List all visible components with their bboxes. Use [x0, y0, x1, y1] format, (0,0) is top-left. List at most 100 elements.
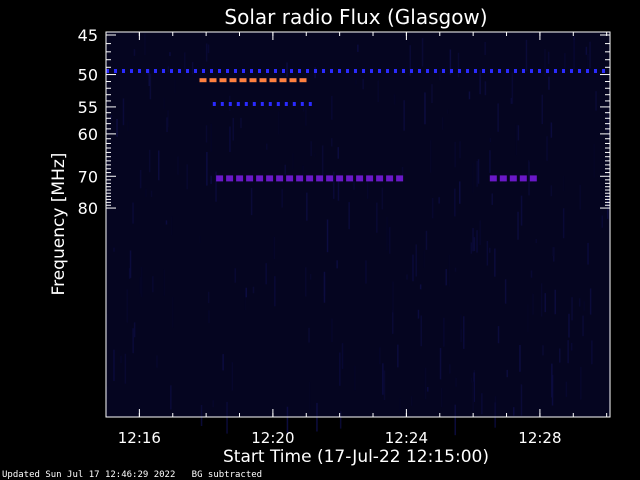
- noise-streak: [412, 254, 414, 282]
- noise-streak: [473, 372, 475, 402]
- emission-mark: [386, 175, 394, 182]
- noise-streak: [497, 326, 500, 344]
- noise-streak: [205, 125, 208, 143]
- emission-mark: [258, 69, 261, 73]
- noise-streak: [274, 276, 276, 307]
- noise-streak: [562, 208, 565, 239]
- noise-streak: [562, 176, 565, 192]
- processing-mode: BG subtracted: [191, 470, 263, 480]
- emission-mark: [519, 175, 527, 182]
- noise-streak: [589, 41, 591, 69]
- noise-streak: [454, 267, 457, 272]
- noise-streak: [421, 38, 424, 67]
- emission-mark: [242, 69, 245, 73]
- noise-streak: [222, 354, 224, 371]
- noise-streak: [215, 171, 217, 202]
- emission-mark: [442, 69, 445, 73]
- noise-streak: [494, 402, 496, 428]
- noise-streak: [281, 188, 283, 208]
- emission-mark: [338, 69, 341, 73]
- noise-streak: [554, 289, 556, 315]
- noise-streak: [170, 216, 173, 236]
- emission-mark: [562, 69, 565, 73]
- noise-streak: [341, 343, 344, 369]
- emission-mark: [402, 69, 405, 73]
- emission-mark: [218, 69, 221, 73]
- noise-streak: [470, 377, 473, 383]
- noise-streak: [163, 98, 165, 110]
- noise-streak: [606, 111, 609, 135]
- noise-streak: [337, 147, 339, 159]
- noise-streak: [443, 317, 445, 347]
- noise-streak: [381, 187, 384, 210]
- noise-streak: [184, 52, 186, 71]
- emission-mark: [490, 69, 493, 73]
- noise-streak: [163, 269, 166, 296]
- emission-mark: [236, 175, 244, 182]
- noise-streak: [540, 283, 543, 317]
- emission-mark: [482, 69, 485, 73]
- emission-mark: [202, 69, 205, 73]
- noise-streak: [158, 150, 160, 181]
- noise-streak: [481, 393, 483, 415]
- noise-streak: [568, 313, 570, 338]
- noise-streak: [530, 270, 533, 278]
- emission-mark: [434, 69, 437, 73]
- noise-streak: [585, 46, 588, 55]
- noise-streak: [326, 219, 329, 253]
- emission-mark: [538, 69, 541, 73]
- noise-streak: [177, 156, 179, 175]
- noise-streak: [417, 309, 420, 319]
- plot-frame: [105, 31, 611, 418]
- plot-area: [106, 32, 610, 417]
- emission-mark: [268, 102, 272, 106]
- noise-streak: [305, 104, 307, 126]
- emission-mark: [314, 69, 317, 73]
- noise-streak: [486, 241, 489, 266]
- emission-mark: [299, 78, 307, 83]
- emission-mark: [336, 175, 344, 182]
- noise-streak: [525, 39, 528, 72]
- noise-streak: [489, 150, 491, 173]
- noise-streak: [403, 100, 405, 131]
- y-tick-label: 45: [78, 26, 98, 45]
- noise-streak: [608, 116, 610, 140]
- noise-streak: [601, 215, 603, 228]
- noise-streak: [234, 268, 236, 283]
- noise-streak: [470, 242, 473, 254]
- noise-streak: [210, 123, 212, 152]
- emission-mark: [300, 102, 304, 106]
- noise-streak: [128, 268, 131, 279]
- noise-streak: [170, 385, 172, 410]
- noise-streak: [110, 115, 112, 121]
- noise-streak: [476, 230, 478, 253]
- noise-streak: [431, 198, 434, 219]
- noise-streak: [145, 188, 147, 198]
- noise-streak: [286, 62, 288, 77]
- noise-streak: [113, 247, 115, 252]
- noise-streak: [491, 193, 493, 205]
- emission-mark: [249, 78, 257, 83]
- noise-streak: [355, 78, 357, 85]
- emission-mark: [410, 69, 413, 73]
- emission-mark: [546, 69, 549, 73]
- noise-streak: [383, 370, 386, 400]
- emission-mark: [346, 175, 354, 182]
- emission-mark: [376, 175, 384, 182]
- emission-mark: [226, 175, 234, 182]
- noise-streak: [587, 242, 589, 265]
- plot-texture: [106, 32, 610, 436]
- noise-streak: [415, 244, 417, 277]
- noise-streak: [515, 124, 518, 156]
- noise-streak: [419, 284, 422, 290]
- emission-mark: [354, 69, 357, 73]
- emission-mark: [509, 175, 517, 182]
- emission-mark: [138, 69, 141, 73]
- emission-mark: [220, 102, 224, 106]
- noise-streak: [207, 44, 210, 54]
- emission-mark: [250, 69, 253, 73]
- noise-streak: [205, 43, 208, 62]
- updated-timestamp: Updated Sun Jul 17 12:46:29 2022: [2, 470, 176, 480]
- noise-streak: [410, 396, 413, 406]
- emission-mark: [154, 69, 157, 73]
